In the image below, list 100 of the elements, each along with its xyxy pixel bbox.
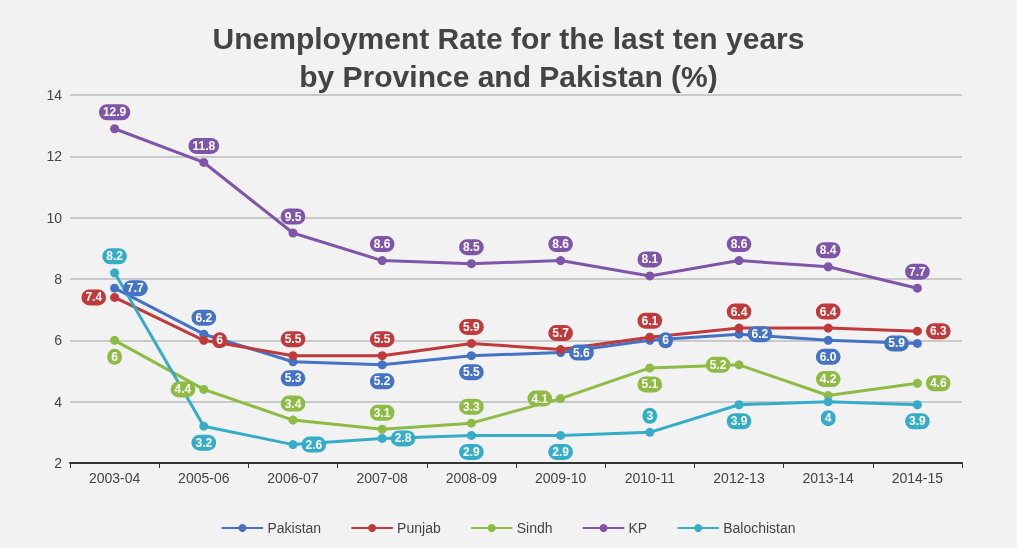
- point: [110, 292, 120, 302]
- data-label: 8.6: [373, 237, 391, 252]
- data-label: 9.5: [284, 209, 302, 224]
- data-label: 7.4: [85, 290, 103, 305]
- point: [377, 360, 387, 370]
- data-label: 6: [111, 349, 119, 364]
- point: [110, 283, 120, 293]
- y-tick-label: 8: [54, 271, 63, 287]
- point: [734, 323, 744, 333]
- x-tick-label: 2014-15: [891, 470, 944, 486]
- point: [199, 421, 209, 431]
- point: [823, 335, 833, 345]
- point: [288, 351, 298, 361]
- point: [466, 418, 476, 428]
- data-label: 5.3: [284, 371, 302, 386]
- data-label: 5.5: [284, 332, 302, 347]
- data-label: 5.5: [373, 332, 391, 347]
- point: [199, 384, 209, 394]
- y-tick-label: 6: [54, 332, 63, 349]
- data-label: 6.2: [751, 327, 769, 342]
- data-label: 5.9: [888, 336, 906, 351]
- data-label: 7.7: [127, 281, 145, 296]
- point: [288, 440, 298, 450]
- point: [734, 400, 744, 410]
- x-tick-label: 2009-10: [534, 470, 587, 486]
- y-tick-label: 4: [54, 393, 63, 410]
- point: [199, 157, 209, 167]
- data-label: 7.7: [909, 264, 927, 279]
- data-label: 6.0: [819, 349, 837, 364]
- legend-label: Punjab: [397, 520, 441, 536]
- data-label: 8.2: [106, 249, 124, 264]
- data-label: 3.1: [373, 405, 391, 420]
- data-label: 11.8: [192, 138, 216, 153]
- point: [377, 351, 387, 361]
- x-tick-label: 2007-08: [356, 470, 409, 486]
- x-tick-label: 2006-07: [267, 470, 319, 486]
- point: [556, 256, 566, 266]
- data-label: 8.6: [730, 237, 748, 252]
- point: [466, 351, 476, 361]
- data-label: 3.2: [195, 435, 213, 450]
- point: [645, 427, 655, 437]
- legend-label: Pakistan: [267, 520, 322, 536]
- data-label: 8.1: [641, 252, 659, 267]
- point: [912, 326, 922, 336]
- data-label: 3.3: [463, 399, 481, 414]
- chart-title: Unemployment Rate for the last ten years by Province and Pakistan (%): [212, 21, 805, 93]
- data-label: 12.9: [102, 105, 127, 120]
- point: [110, 268, 120, 278]
- y-tick-label: 14: [46, 87, 63, 103]
- data-label: 5.9: [463, 319, 481, 334]
- legend-label: Sindh: [516, 520, 553, 536]
- data-label: 6: [662, 333, 670, 348]
- point: [734, 256, 744, 266]
- data-label: 6.2: [195, 310, 213, 325]
- x-tick-label: 2005-06: [178, 470, 230, 486]
- point: [645, 271, 655, 281]
- x-tick-label: 2008-09: [445, 470, 498, 486]
- x-tick-label: 2003-04: [88, 470, 141, 486]
- data-label: 8.5: [463, 240, 481, 255]
- point: [556, 430, 566, 440]
- point: [645, 363, 655, 373]
- data-label: 5.7: [552, 326, 570, 341]
- data-label: 4.4: [174, 382, 192, 397]
- data-label: 6.4: [730, 304, 748, 319]
- data-label: 6.1: [641, 313, 659, 328]
- data-label: 5.1: [641, 377, 659, 392]
- y-tick-label: 10: [46, 209, 63, 226]
- data-label: 3.9: [730, 414, 748, 429]
- point: [466, 259, 476, 269]
- point: [377, 424, 387, 434]
- point: [912, 400, 922, 410]
- data-label: 4.2: [819, 372, 837, 387]
- data-label: 2.9: [552, 444, 570, 459]
- point: [466, 430, 476, 440]
- data-label: 3.9: [909, 414, 927, 429]
- point: [912, 338, 922, 348]
- data-label: 6.3: [929, 324, 947, 339]
- point: [823, 397, 833, 407]
- point: [377, 433, 387, 443]
- data-label: 8.6: [552, 237, 570, 252]
- point: [556, 394, 566, 404]
- point: [734, 360, 744, 370]
- data-label: 6: [216, 333, 224, 348]
- point: [288, 415, 298, 425]
- point: [823, 262, 833, 272]
- x-tick-label: 2010-11: [624, 470, 676, 486]
- data-label: 3.4: [284, 396, 302, 411]
- data-label: 8.4: [819, 243, 837, 258]
- point: [912, 283, 922, 293]
- data-label: 3: [646, 408, 654, 423]
- data-label: 2.6: [305, 437, 323, 452]
- data-label: 5.2: [373, 374, 391, 389]
- point: [823, 323, 833, 333]
- data-label: 5.5: [463, 365, 481, 380]
- x-tick-label: 2012-13: [713, 470, 765, 486]
- y-tick-label: 2: [54, 455, 63, 471]
- point: [110, 335, 120, 345]
- data-label: 2.9: [463, 444, 481, 459]
- data-label: 2.8: [394, 431, 412, 446]
- y-tick-label: 12: [46, 148, 63, 165]
